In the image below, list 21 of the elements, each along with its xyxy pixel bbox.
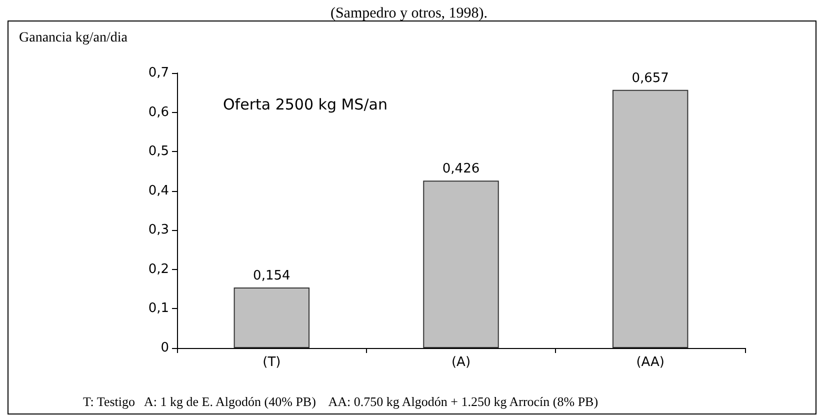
y-axis-title: Ganancia kg/an/dia	[19, 30, 128, 46]
y-tick-label: 0,5	[148, 144, 169, 160]
x-tick-label: (AA)	[636, 355, 664, 370]
text: T: Testigo A: 1 kg de E. Algodón (40% PB) AA: 0.750 kg Algodón + 1.250 kg Arrocín (8% PB)	[83, 394, 598, 409]
data-label: 0,426	[442, 162, 480, 177]
y-tick-label: 0,2	[148, 262, 169, 277]
y-tick-label: 0,3	[148, 222, 169, 238]
y-tick-label: 0	[160, 340, 169, 356]
data-label: 0,154	[253, 268, 290, 284]
bar	[612, 90, 688, 348]
bar	[234, 288, 310, 348]
text: (Sampedro y otros, 1998).	[330, 6, 488, 22]
bar	[423, 180, 499, 348]
y-tick-label: 0,6	[148, 104, 169, 120]
y-tick-label: 0,1	[148, 301, 169, 316]
x-tick-label: (A)	[451, 355, 471, 370]
y-tick-label: 0,4	[148, 183, 169, 198]
annotation: Oferta 2500 kg MS/an	[223, 96, 388, 114]
data-label: 0,657	[632, 70, 669, 86]
x-tick-label: (T)	[262, 355, 281, 370]
y-tick-label: 0,7	[148, 66, 169, 80]
